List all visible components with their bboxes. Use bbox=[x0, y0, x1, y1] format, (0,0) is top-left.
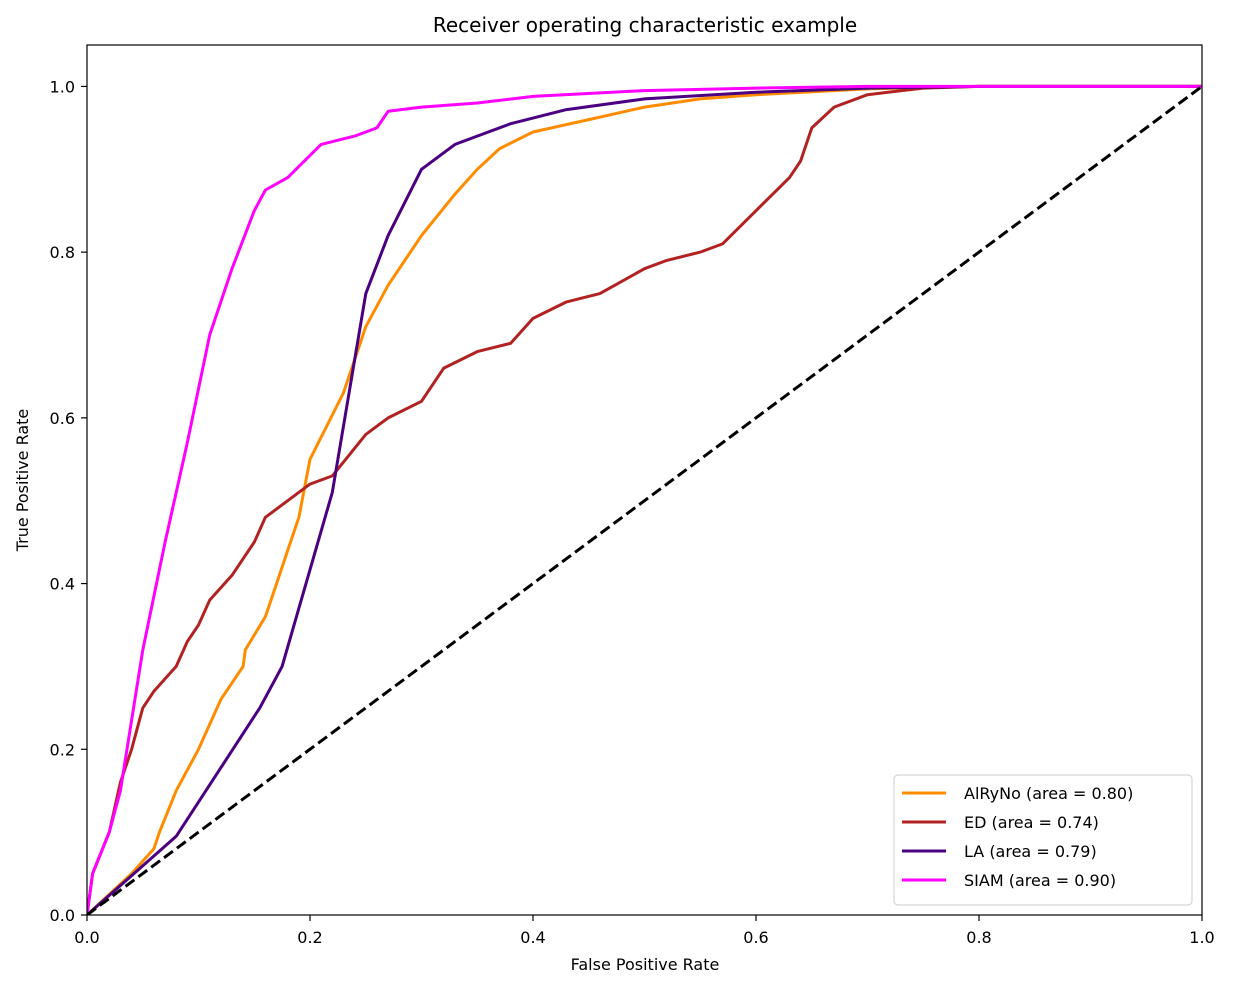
y-tick-label: 0.4 bbox=[50, 575, 75, 594]
x-axis: 0.0 0.2 0.4 0.6 0.8 1.0 bbox=[74, 915, 1215, 947]
x-tick-label: 0.8 bbox=[966, 928, 991, 947]
y-tick-label: 0.6 bbox=[50, 409, 75, 428]
series-line-la bbox=[87, 84, 1202, 915]
diagonal-reference-line bbox=[87, 85, 1202, 915]
series-layer bbox=[87, 84, 1202, 915]
y-axis-label: True Positive Rate bbox=[13, 409, 32, 553]
legend-box bbox=[893, 774, 1193, 906]
x-tick-label: 0.2 bbox=[297, 928, 322, 947]
legend-label: SIAM (area = 0.90) bbox=[964, 871, 1116, 890]
x-tick-label: 0.0 bbox=[74, 928, 99, 947]
y-axis: 0.0 0.2 0.4 0.6 0.8 1.0 bbox=[50, 77, 87, 925]
series-line-alryno bbox=[87, 84, 1202, 915]
y-tick-label: 1.0 bbox=[50, 77, 75, 96]
chart-title: Receiver operating characteristic exampl… bbox=[433, 13, 857, 37]
legend-label: ED (area = 0.74) bbox=[964, 813, 1099, 832]
series-line-siam bbox=[87, 84, 1202, 915]
series-line-ed bbox=[87, 84, 1202, 915]
y-tick-label: 0.0 bbox=[50, 906, 75, 925]
legend-label: AlRyNo (area = 0.80) bbox=[964, 784, 1133, 803]
x-tick-label: 1.0 bbox=[1189, 928, 1214, 947]
legend: AlRyNo (area = 0.80) ED (area = 0.74) LA (… bbox=[893, 774, 1193, 906]
y-tick-label: 0.8 bbox=[50, 243, 75, 262]
x-tick-label: 0.4 bbox=[520, 928, 545, 947]
legend-label: LA (area = 0.79) bbox=[964, 842, 1097, 861]
y-tick-label: 0.2 bbox=[50, 740, 75, 759]
x-axis-label: False Positive Rate bbox=[571, 955, 720, 974]
axes-frame bbox=[86, 44, 1203, 916]
plot-area bbox=[86, 44, 1203, 916]
x-tick-label: 0.6 bbox=[743, 928, 768, 947]
